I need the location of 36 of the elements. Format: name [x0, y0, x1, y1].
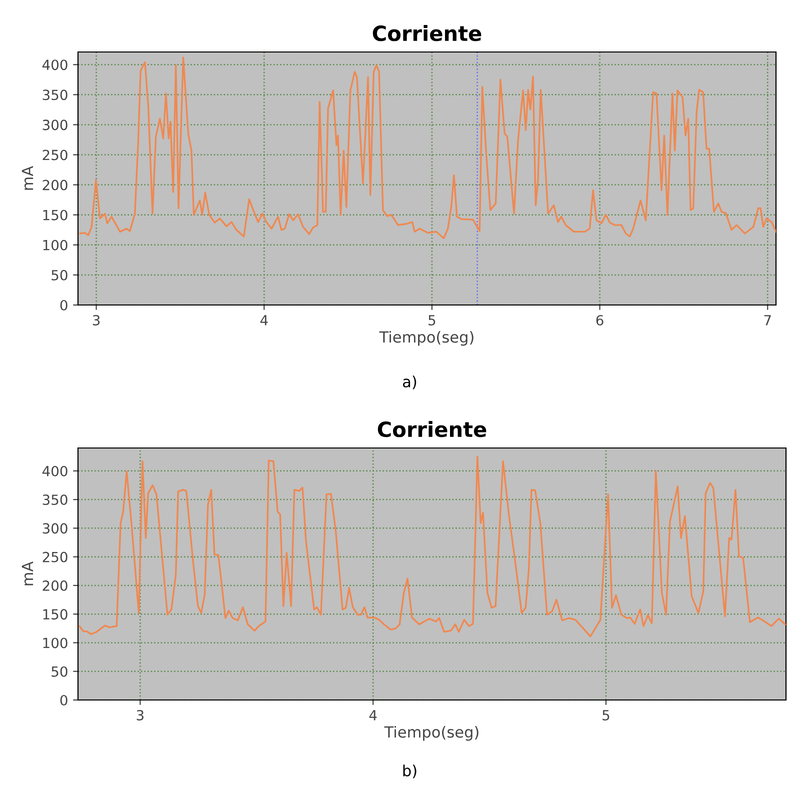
- y-tick-label: 50: [52, 270, 68, 280]
- y-tick-label: 0: [60, 300, 68, 310]
- line-series: [79, 56, 776, 240]
- x-tick-label: 3: [92, 314, 100, 326]
- y-tick-label: 400: [42, 466, 68, 476]
- y-tick-label: 150: [43, 609, 68, 620]
- y-tick-label: 250: [42, 150, 68, 160]
- y-tick-label: 50: [52, 666, 68, 677]
- y-tick-label: 200: [42, 580, 68, 591]
- x-tick-label: 6: [596, 314, 604, 326]
- y-axis-title: mA: [22, 166, 34, 190]
- y-tick-label: 100: [43, 638, 68, 648]
- y-tick-label: 400: [42, 60, 68, 70]
- y-tick-label: 250: [42, 552, 68, 562]
- x-tick-label: 7: [764, 315, 771, 326]
- x-tick-label: 4: [260, 315, 268, 326]
- y-tick-label: 350: [42, 90, 68, 100]
- y-tick-label: 200: [42, 180, 68, 190]
- text: b): [403, 764, 416, 778]
- x-tick-label: 3: [136, 710, 144, 720]
- x-axis-title: Tiempo(seg): [384, 726, 478, 741]
- y-tick-label: 350: [42, 494, 68, 506]
- chart-title: Corriente: [372, 25, 482, 42]
- y-tick-label: 300: [42, 120, 68, 130]
- x-axis-title: Tiempo(seg): [379, 330, 474, 346]
- line-series: [78, 456, 786, 638]
- y-tick-label: 0: [60, 694, 68, 706]
- y-tick-label: 150: [43, 210, 68, 220]
- x-tick-label: 5: [602, 710, 610, 720]
- y-tick-label: 300: [42, 523, 68, 534]
- x-tick-label: 5: [428, 315, 436, 326]
- y-tick-label: 100: [43, 240, 68, 250]
- y-axis-title: mA: [22, 561, 34, 586]
- text: a): [403, 376, 416, 390]
- chart-title: Corriente: [378, 421, 486, 438]
- x-tick-label: 4: [369, 710, 377, 720]
